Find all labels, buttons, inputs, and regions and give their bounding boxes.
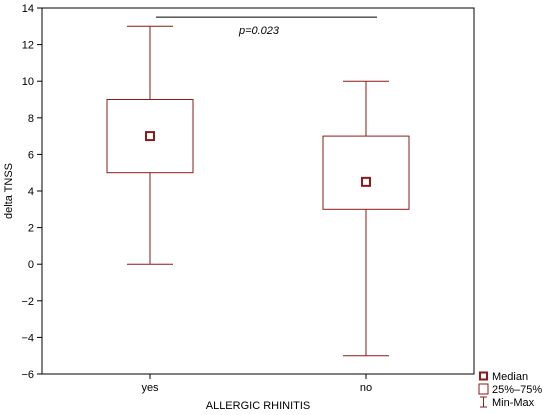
- legend-item: 25%–75%: [478, 383, 542, 396]
- legend-label: Min-Max: [492, 397, 535, 409]
- y-tick-label: 2: [28, 223, 34, 235]
- iqr-box: [322, 135, 410, 210]
- legend-box-swatch: [478, 383, 489, 395]
- y-tick-label: 14: [22, 3, 34, 15]
- y-tick-label: 10: [22, 76, 34, 88]
- boxes-layer: [106, 25, 410, 357]
- y-tick-label: 6: [28, 149, 34, 161]
- x-axis-label: ALLERGIC RHINITIS: [206, 400, 311, 412]
- y-tick-label: −6: [21, 369, 34, 381]
- p-value-label: p=0.023: [238, 25, 280, 37]
- x-tick-label: yes: [141, 382, 159, 394]
- y-tick-label: −4: [21, 332, 34, 344]
- x-axis-ticks: yes no: [141, 374, 372, 394]
- y-axis-label: delta TNSS: [3, 163, 15, 219]
- legend-median-swatch: [479, 371, 488, 381]
- legend-label: Median: [492, 371, 528, 383]
- box-no: [322, 80, 410, 357]
- median-marker: [361, 176, 371, 187]
- box-yes: [106, 25, 194, 265]
- y-tick-label: 0: [28, 259, 34, 271]
- y-tick-label: 8: [28, 113, 34, 125]
- legend-item: Min-Max: [480, 396, 535, 409]
- y-tick-label: 4: [28, 186, 34, 198]
- significance-annotation: p=0.023: [156, 16, 377, 37]
- y-axis-ticks: −6 −4 −2 0 2 4 6 8 10 12 14: [21, 3, 42, 381]
- legend-label: 25%–75%: [492, 384, 542, 396]
- legend-item: Median: [479, 371, 528, 383]
- y-tick-label: 12: [22, 40, 34, 52]
- x-tick-label: no: [360, 382, 372, 394]
- median-marker: [145, 131, 155, 142]
- y-tick-label: −2: [21, 296, 34, 308]
